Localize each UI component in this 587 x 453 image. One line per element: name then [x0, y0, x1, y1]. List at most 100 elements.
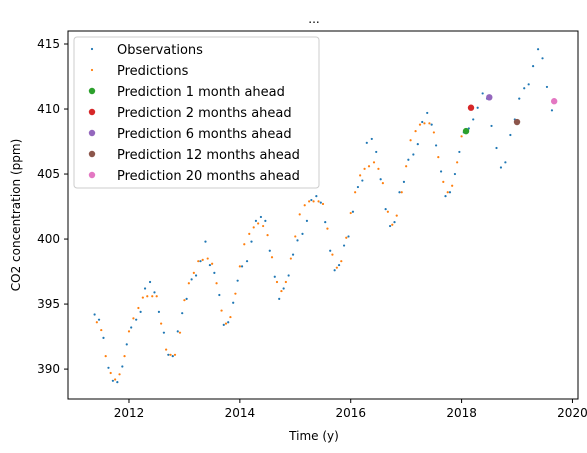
data-point-observations — [102, 336, 105, 339]
data-point-observations — [495, 146, 498, 150]
data-point-predictions — [405, 165, 408, 168]
data-point-predictions — [141, 296, 144, 299]
data-point-observations — [315, 195, 318, 198]
data-point-observations — [439, 170, 443, 173]
data-point-predictions — [275, 280, 279, 284]
data-point-observations — [426, 111, 429, 115]
data-point-observations — [162, 331, 166, 334]
data-point-predictions — [266, 234, 269, 237]
legend-label: Observations — [117, 43, 203, 58]
data-point-predictions — [345, 236, 348, 239]
data-point-predictions — [151, 295, 154, 298]
data-point-predictions — [451, 184, 454, 187]
y-axis-title: CO2 concentration (ppm) — [9, 139, 23, 291]
data-point-predictions — [160, 322, 163, 325]
data-point-observations — [190, 278, 193, 281]
legend-marker — [88, 129, 96, 137]
data-point-observations — [153, 291, 156, 294]
data-point-observations — [384, 208, 387, 211]
data-point-predictions — [418, 123, 422, 126]
x-tick-label: 2020 — [557, 406, 587, 420]
data-point-observations — [157, 310, 161, 313]
data-point-predictions — [100, 328, 103, 332]
legend-label: Prediction 12 months ahead — [117, 148, 300, 163]
data-point-predictions — [326, 227, 329, 230]
data-point-observations — [398, 191, 401, 194]
data-point-observations — [453, 172, 457, 176]
data-point-predictions — [423, 122, 426, 125]
data-point-predictions — [206, 257, 209, 260]
data-point-predictions — [155, 295, 158, 298]
legend-marker — [88, 108, 96, 116]
data-point-observations — [125, 343, 128, 346]
data-point-observations — [509, 133, 512, 137]
data-point-predictions — [201, 258, 204, 261]
data-point-observations — [167, 353, 170, 356]
data-point-predictions — [211, 262, 214, 265]
data-point-predictions — [414, 130, 417, 133]
data-point-observations — [365, 141, 368, 144]
data-point-observations — [287, 274, 290, 277]
data-point-predictions — [187, 282, 190, 285]
data-point-predictions — [146, 295, 149, 298]
legend-marker — [88, 171, 96, 179]
data-point-predictions — [165, 348, 168, 351]
data-point-observations — [407, 158, 410, 161]
data-point-observations — [342, 244, 346, 247]
data-point-observations — [143, 287, 147, 290]
data-point-predictions — [270, 256, 274, 259]
data-point-observations — [444, 195, 447, 198]
legend-label: Prediction 6 months ahead — [117, 127, 292, 142]
data-point-observations — [291, 253, 295, 256]
data-point-observations — [176, 330, 179, 333]
x-tick-label: 2014 — [225, 406, 256, 420]
data-point-predictions — [215, 282, 218, 285]
data-point-observations — [181, 312, 184, 315]
data-point-predictions — [321, 202, 325, 206]
data-point-predictions — [308, 200, 311, 203]
y-axis-ticks: 390 395 400 405 410 415 — [37, 37, 68, 376]
data-point-observations — [490, 124, 493, 128]
data-point-predictions — [284, 280, 287, 284]
data-point-observations — [527, 83, 530, 86]
data-point-predictions — [234, 292, 237, 295]
data-point-observations — [111, 379, 115, 382]
data-point-predictions — [437, 156, 440, 159]
data-point-observations — [476, 106, 479, 109]
data-point-predictions — [340, 260, 343, 263]
data-point-observations — [282, 287, 285, 290]
data-point-observations — [227, 321, 230, 324]
data-point-observations — [550, 109, 554, 112]
data-point-predictions — [377, 167, 380, 170]
legend-label: Predictions — [117, 64, 189, 79]
data-point-observations — [273, 275, 276, 278]
data-point-observations — [148, 280, 152, 284]
data-point-observations — [347, 235, 350, 238]
data-point-observations — [208, 263, 212, 267]
data-point-predictions — [238, 265, 241, 268]
chart-title: ... — [308, 12, 319, 26]
data-point-observations — [545, 85, 549, 89]
data-point-predictions — [409, 139, 412, 142]
data-point-prediction-2-months-ahead — [467, 104, 475, 111]
data-point-observations — [518, 97, 521, 100]
data-point-observations — [370, 137, 373, 141]
data-point-predictions — [220, 309, 223, 312]
data-point-predictions — [395, 214, 398, 217]
data-point-observations — [310, 198, 313, 202]
y-tick-label: 395 — [37, 297, 60, 311]
data-point-observations — [337, 263, 341, 267]
data-point-observations — [171, 354, 174, 358]
data-point-observations — [481, 92, 484, 95]
data-point-predictions — [442, 180, 445, 183]
data-point-observations — [296, 239, 299, 242]
data-point-observations — [301, 232, 304, 235]
x-tick-label: 2012 — [114, 406, 145, 420]
data-point-observations — [254, 219, 258, 222]
data-point-predictions — [197, 260, 200, 263]
data-point-predictions — [367, 165, 371, 168]
data-point-predictions — [381, 182, 384, 185]
data-point-observations — [448, 191, 452, 194]
legend-frame — [73, 36, 320, 189]
data-point-prediction-1-month-ahead — [462, 127, 470, 135]
